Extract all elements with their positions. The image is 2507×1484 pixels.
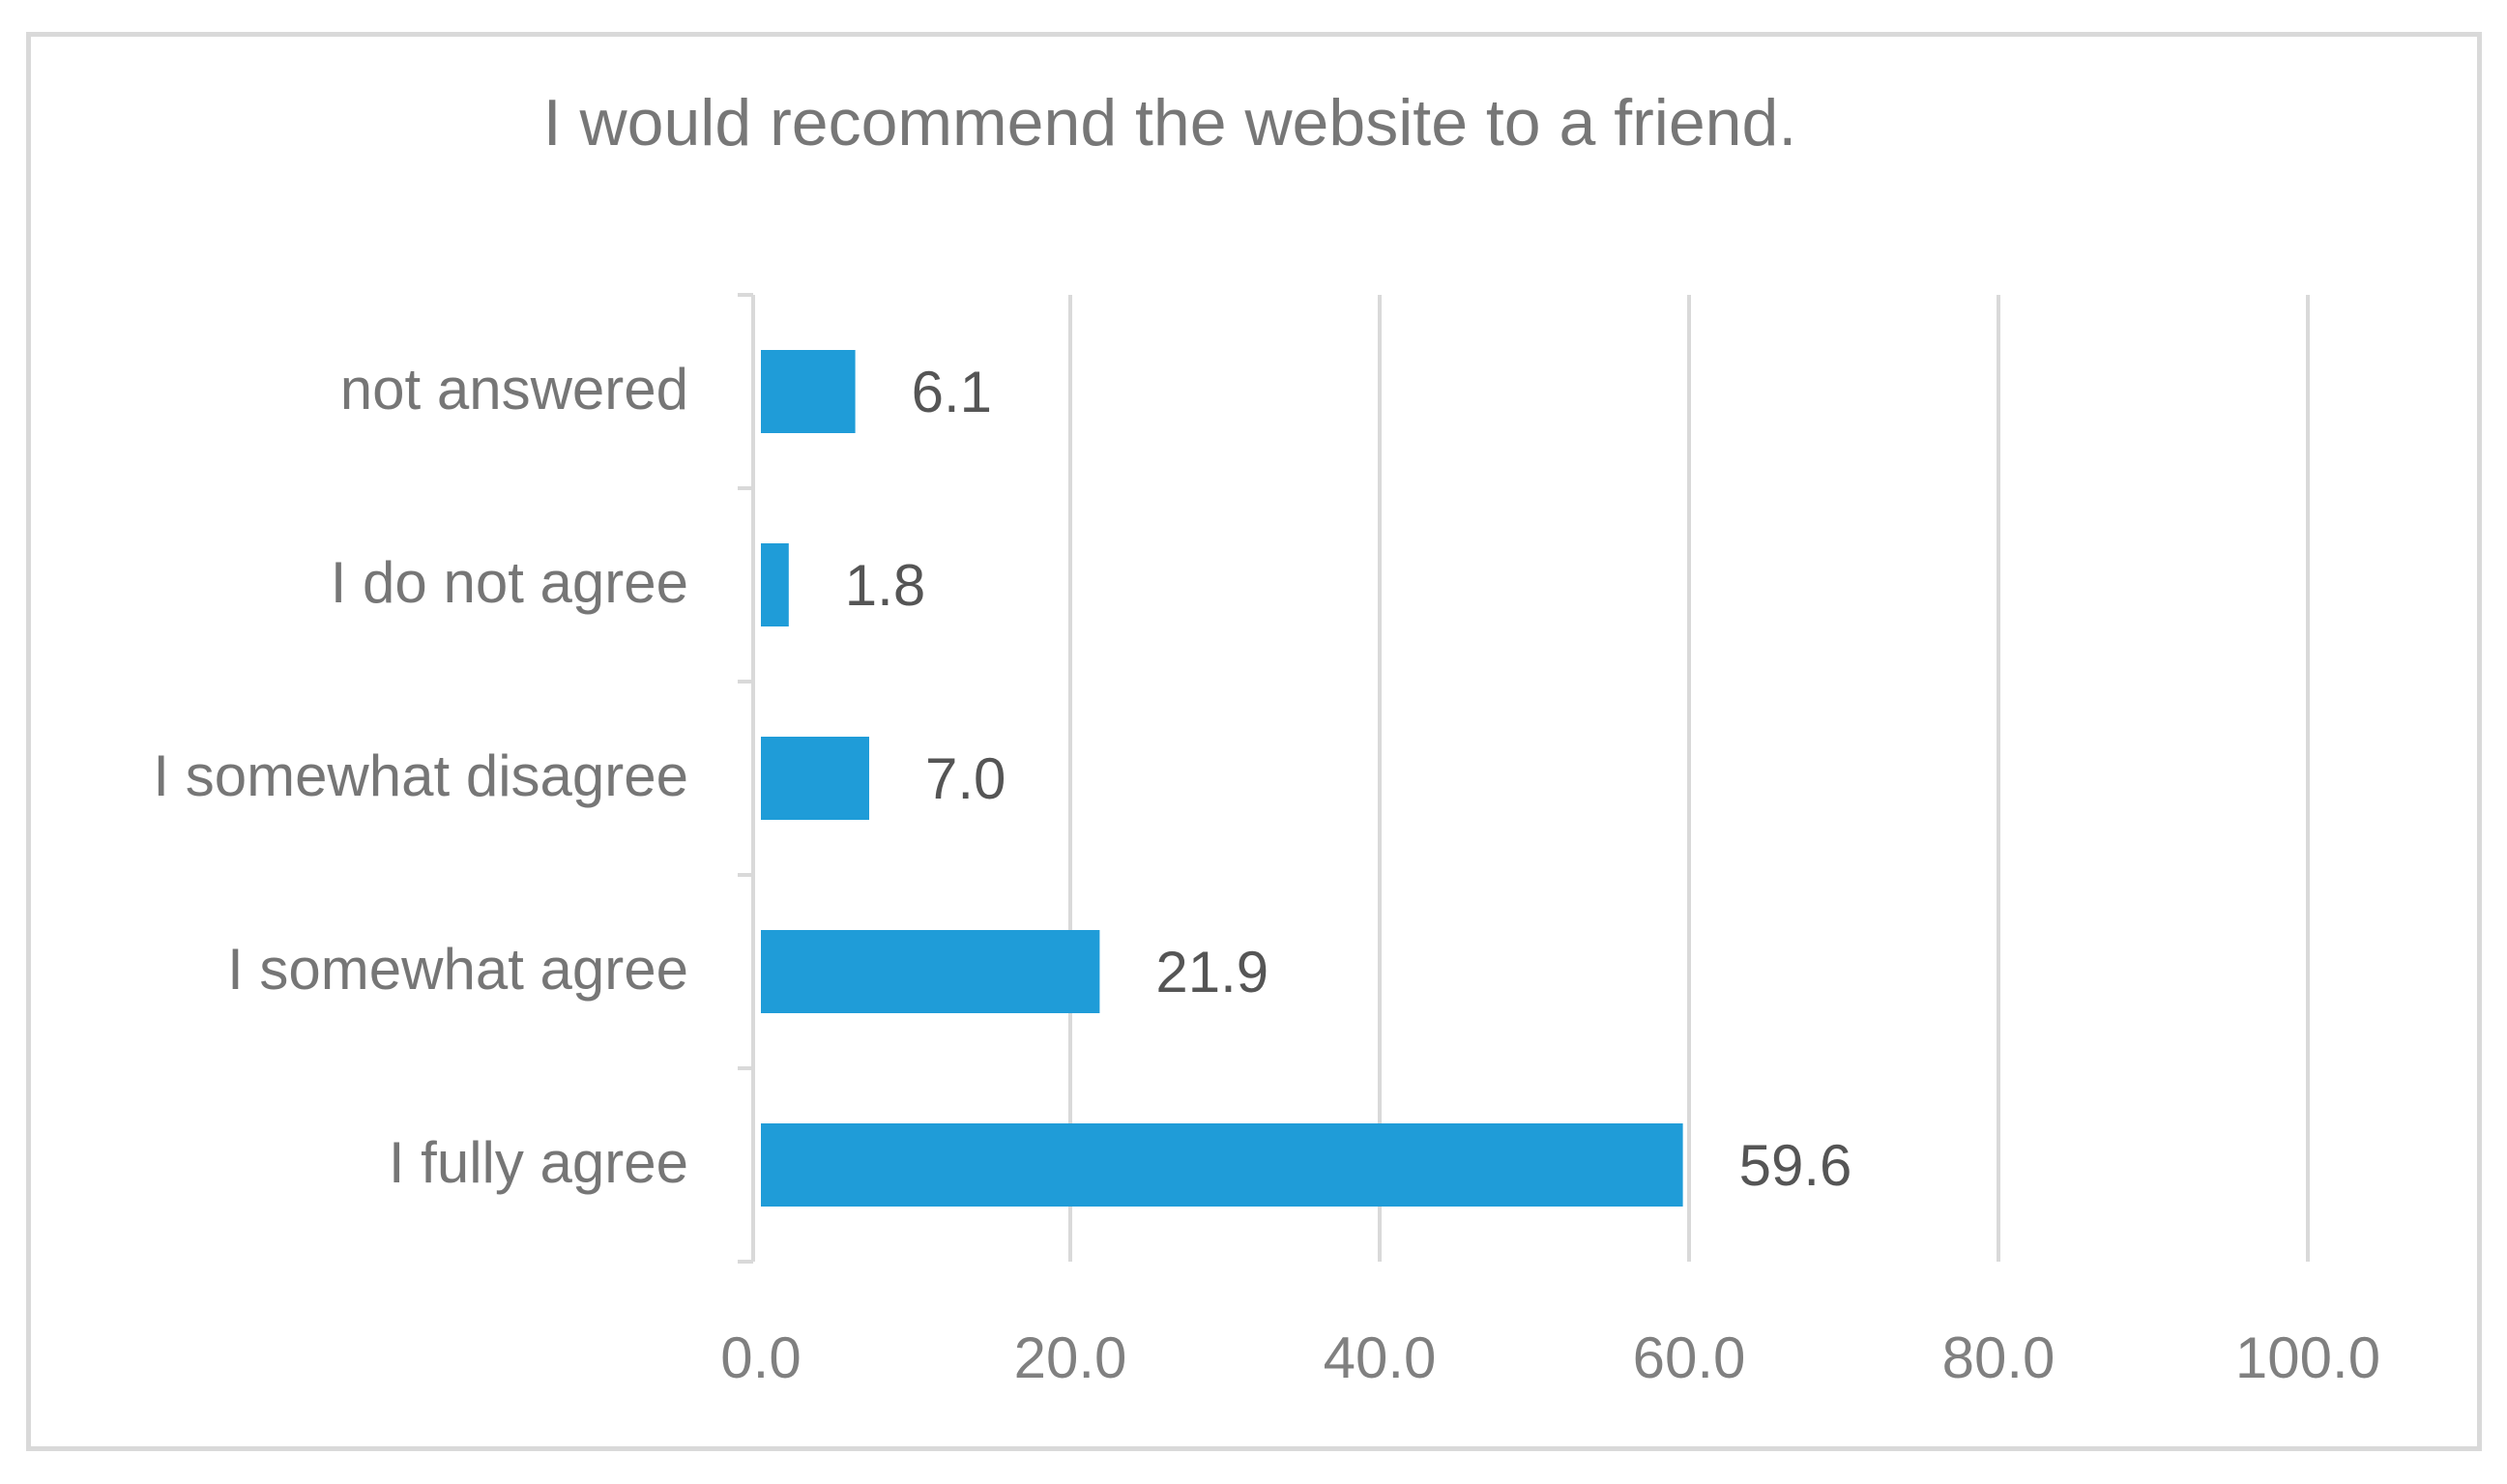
bar [761,350,856,433]
x-tick-labels: 0.0 20.0 40.0 60.0 80.0 100.0 [720,1325,2380,1390]
data-label: 7.0 [925,746,1006,811]
category-label: not answered [340,357,688,422]
x-tick-label: 0.0 [720,1325,801,1390]
category-label: I fully agree [389,1130,688,1195]
bar [761,543,789,626]
x-tick-label: 20.0 [1014,1325,1127,1390]
data-label: 6.1 [912,360,992,424]
y-axis [738,293,755,1264]
bar [761,930,1100,1013]
data-label: 1.8 [845,553,925,618]
chart-title: I would recommend the website to a frien… [543,86,1796,160]
category-label: I do not agree [331,550,688,615]
category-label: I somewhat disagree [153,743,688,808]
gridlines [1068,295,2310,1262]
chart-frame [26,32,2482,1451]
category-label: I somewhat agree [227,937,688,1002]
data-label: 21.9 [1155,940,1268,1004]
x-tick-label: 80.0 [1942,1325,2055,1390]
bar [761,737,869,820]
data-label: 59.6 [1739,1133,1852,1198]
x-tick-label: 40.0 [1324,1325,1437,1390]
bars [761,350,1683,1207]
bar [761,1123,1683,1207]
x-tick-label: 100.0 [2235,1325,2380,1390]
x-tick-label: 60.0 [1633,1325,1746,1390]
category-labels: I fully agree I somewhat agree I somewhat … [153,357,688,1195]
data-labels: 59.6 21.9 7.0 1.8 6.1 [845,360,1852,1198]
